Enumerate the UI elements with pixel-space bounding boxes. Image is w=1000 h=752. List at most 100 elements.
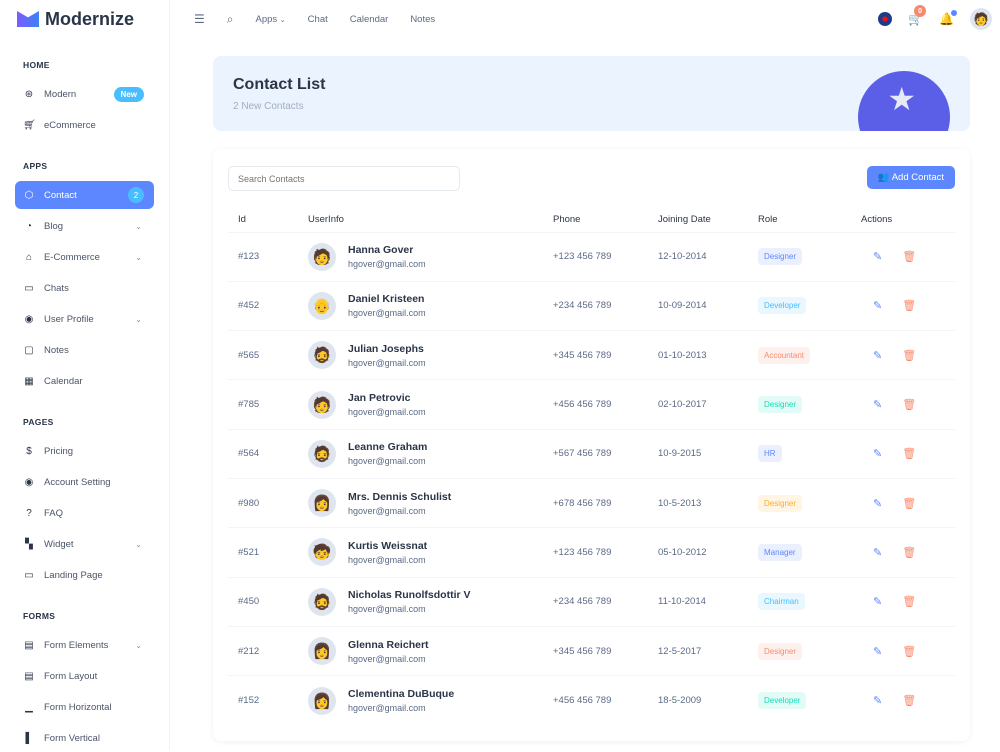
page-title: Contact List (233, 76, 326, 93)
menu-icon[interactable]: ☰ (194, 12, 205, 26)
contact-name: Kurtis Weissnat (348, 539, 428, 552)
edit-icon[interactable]: ✎ (873, 448, 883, 461)
trash-icon[interactable]: 🗑︎ (902, 300, 917, 313)
calendar-icon: ▦ (24, 375, 34, 387)
nav-calendar[interactable]: Calendar (349, 13, 389, 25)
section-title: APPS (23, 161, 48, 171)
edit-icon[interactable]: ✎ (873, 497, 883, 510)
uk-flag-icon[interactable] (878, 12, 893, 26)
contact-name: Daniel Kristeen (348, 293, 425, 306)
sidebar-item-label: Chats (44, 282, 69, 294)
sidebar-item-label: Account Setting (44, 476, 111, 488)
sidebar-item-label: Widget (44, 538, 74, 550)
sidebar-item-chats[interactable]: ▭ Chats (15, 274, 154, 302)
sidebar-item-modern[interactable]: ⊛ Modern New (15, 80, 154, 108)
sidebar-item-user-profile[interactable]: ◉ User Profile ⌄ (15, 305, 154, 333)
contact-phone: +456 456 789 (543, 675, 648, 725)
edit-icon[interactable]: ✎ (873, 399, 883, 412)
nav-apps[interactable]: Apps ⌄ (256, 14, 286, 25)
table-row: #564 🧔 Leanne Graham hgover@gmail.com +567… (228, 428, 955, 479)
cart-icon[interactable]: 🛒 0 (908, 5, 927, 26)
edit-icon[interactable]: ✎ (873, 300, 883, 313)
notes-icon: ▢ (24, 344, 34, 356)
sidebar-item-contact[interactable]: ⬡ Contact 2 (15, 181, 154, 209)
user-circle-icon: ◉ (24, 476, 34, 488)
edit-icon[interactable]: ✎ (873, 349, 883, 362)
sidebar-item-form-vertical[interactable]: ▌ Form Vertical (15, 724, 154, 752)
sidebar: Modernize HOME ⊛ Modern New 🛒︎ eCommerce… (0, 0, 170, 750)
sidebar-item-notes[interactable]: ▢ Notes (15, 336, 154, 364)
sidebar-item-calendar[interactable]: ▦ Calendar (15, 367, 154, 395)
basket-icon: ⌂ (25, 251, 33, 263)
chevron-down-icon: ⌄ (135, 314, 142, 324)
avatar: 👩 (308, 686, 336, 715)
edit-icon[interactable]: ✎ (873, 546, 883, 559)
contact-name: Leanne Graham (348, 441, 428, 454)
sidebar-item-widget[interactable]: ▚ Widget ⌄ (15, 530, 154, 558)
sidebar-item-landing-page[interactable]: ▭ Landing Page (15, 561, 154, 589)
contact-id: #450 (228, 576, 298, 627)
sidebar-item-form-elements[interactable]: ▤ Form Elements ⌄ (15, 631, 154, 659)
trash-icon[interactable]: 🗑︎ (902, 645, 917, 658)
bell-icon[interactable]: 🔔 (939, 10, 957, 26)
contact-name: Julian Josephs (348, 342, 424, 355)
contact-email: hgover@gmail.com (348, 554, 426, 565)
brand-name: Modernize (45, 8, 135, 29)
avatar: 🧔 (308, 587, 336, 616)
edit-icon[interactable]: ✎ (873, 251, 883, 264)
sidebar-item-faq[interactable]: ? FAQ (15, 499, 154, 527)
table-row: #212 👩 Glenna Reichert hgover@gmail.com +3… (228, 625, 955, 676)
sidebar-item-e-commerce[interactable]: ⌂ E-Commerce ⌄ (15, 243, 154, 271)
chart-donut-icon: ◔ (25, 220, 33, 232)
sidebar-item-label: Form Horizontal (44, 701, 112, 713)
table-row: #980 👩 Mrs. Dennis Schulist hgover@gmail.c… (228, 477, 955, 528)
sidebar-item-account-setting[interactable]: ◉ Account Setting (15, 468, 154, 496)
trash-icon[interactable]: 🗑︎ (902, 546, 917, 559)
user-avatar[interactable]: 🧑 (970, 8, 992, 30)
sidebar-item-label: Pricing (44, 445, 74, 457)
table-row: #152 👩 Clementina DuBuque hgover@gmail.com… (228, 675, 955, 725)
edit-icon[interactable]: ✎ (873, 645, 883, 658)
contact-email: hgover@gmail.com (348, 357, 426, 368)
trash-icon[interactable]: 🗑︎ (902, 448, 917, 461)
contact-id: #564 (228, 428, 298, 479)
contact-email: hgover@gmail.com (348, 456, 426, 467)
table-row: #521 🧒 Kurtis Weissnat hgover@gmail.com +1… (228, 527, 955, 578)
search-icon[interactable]: ⌕ (226, 11, 234, 26)
trash-icon[interactable]: 🗑︎ (902, 349, 917, 362)
trash-icon[interactable]: 🗑︎ (902, 596, 917, 609)
trash-icon[interactable]: 🗑︎ (902, 695, 917, 708)
edit-icon[interactable]: ✎ (873, 596, 883, 609)
file-description-icon: ▤ (24, 670, 34, 682)
nav-chat[interactable]: Chat (307, 13, 328, 25)
chevron-down-icon: ⌄ (135, 252, 142, 262)
search-contacts-input[interactable] (228, 166, 460, 191)
contact-phone: +567 456 789 (543, 428, 648, 479)
column-header: Role (758, 213, 778, 225)
sidebar-item-form-layout[interactable]: ▤ Form Layout (15, 662, 154, 690)
trash-icon[interactable]: 🗑︎ (902, 497, 917, 510)
contact-email: hgover@gmail.com (348, 259, 426, 270)
trash-icon[interactable]: 🗑︎ (902, 399, 917, 412)
chevron-down-icon: ⌄ (279, 16, 286, 24)
trash-icon[interactable]: 🗑︎ (902, 251, 917, 264)
sidebar-item-pricing[interactable]: $ Pricing (15, 437, 154, 465)
contact-id: #565 (228, 330, 298, 380)
edit-icon[interactable]: ✎ (873, 695, 883, 708)
nav-notes[interactable]: Notes (410, 13, 436, 25)
sidebar-item-blog[interactable]: ◔ Blog ⌄ (15, 212, 154, 240)
sidebar-item-ecommerce[interactable]: 🛒︎ eCommerce (15, 111, 154, 139)
add-contact-button[interactable]: 👥 Add Contact (866, 166, 955, 189)
sidebar-item-label: FAQ (44, 507, 64, 519)
contact-phone: +345 456 789 (543, 330, 648, 380)
sidebar-item-form-horizontal[interactable]: ▁ Form Horizontal (15, 693, 154, 721)
column-header: Id (238, 213, 246, 225)
table-row: #450 🧔 Nicholas Runolfsdottir V hgover@gma… (228, 576, 955, 627)
sidebar-item-label: Contact (44, 189, 77, 201)
avatar: 🧔 (308, 341, 336, 370)
message-icon: ▭ (24, 282, 34, 294)
logo[interactable]: Modernize (0, 0, 169, 38)
joining-date: 10-5-2013 (648, 477, 748, 528)
table-row: #785 🧑 Jan Petrovic hgover@gmail.com +456 … (228, 379, 955, 430)
joining-date: 12-10-2014 (648, 231, 748, 282)
